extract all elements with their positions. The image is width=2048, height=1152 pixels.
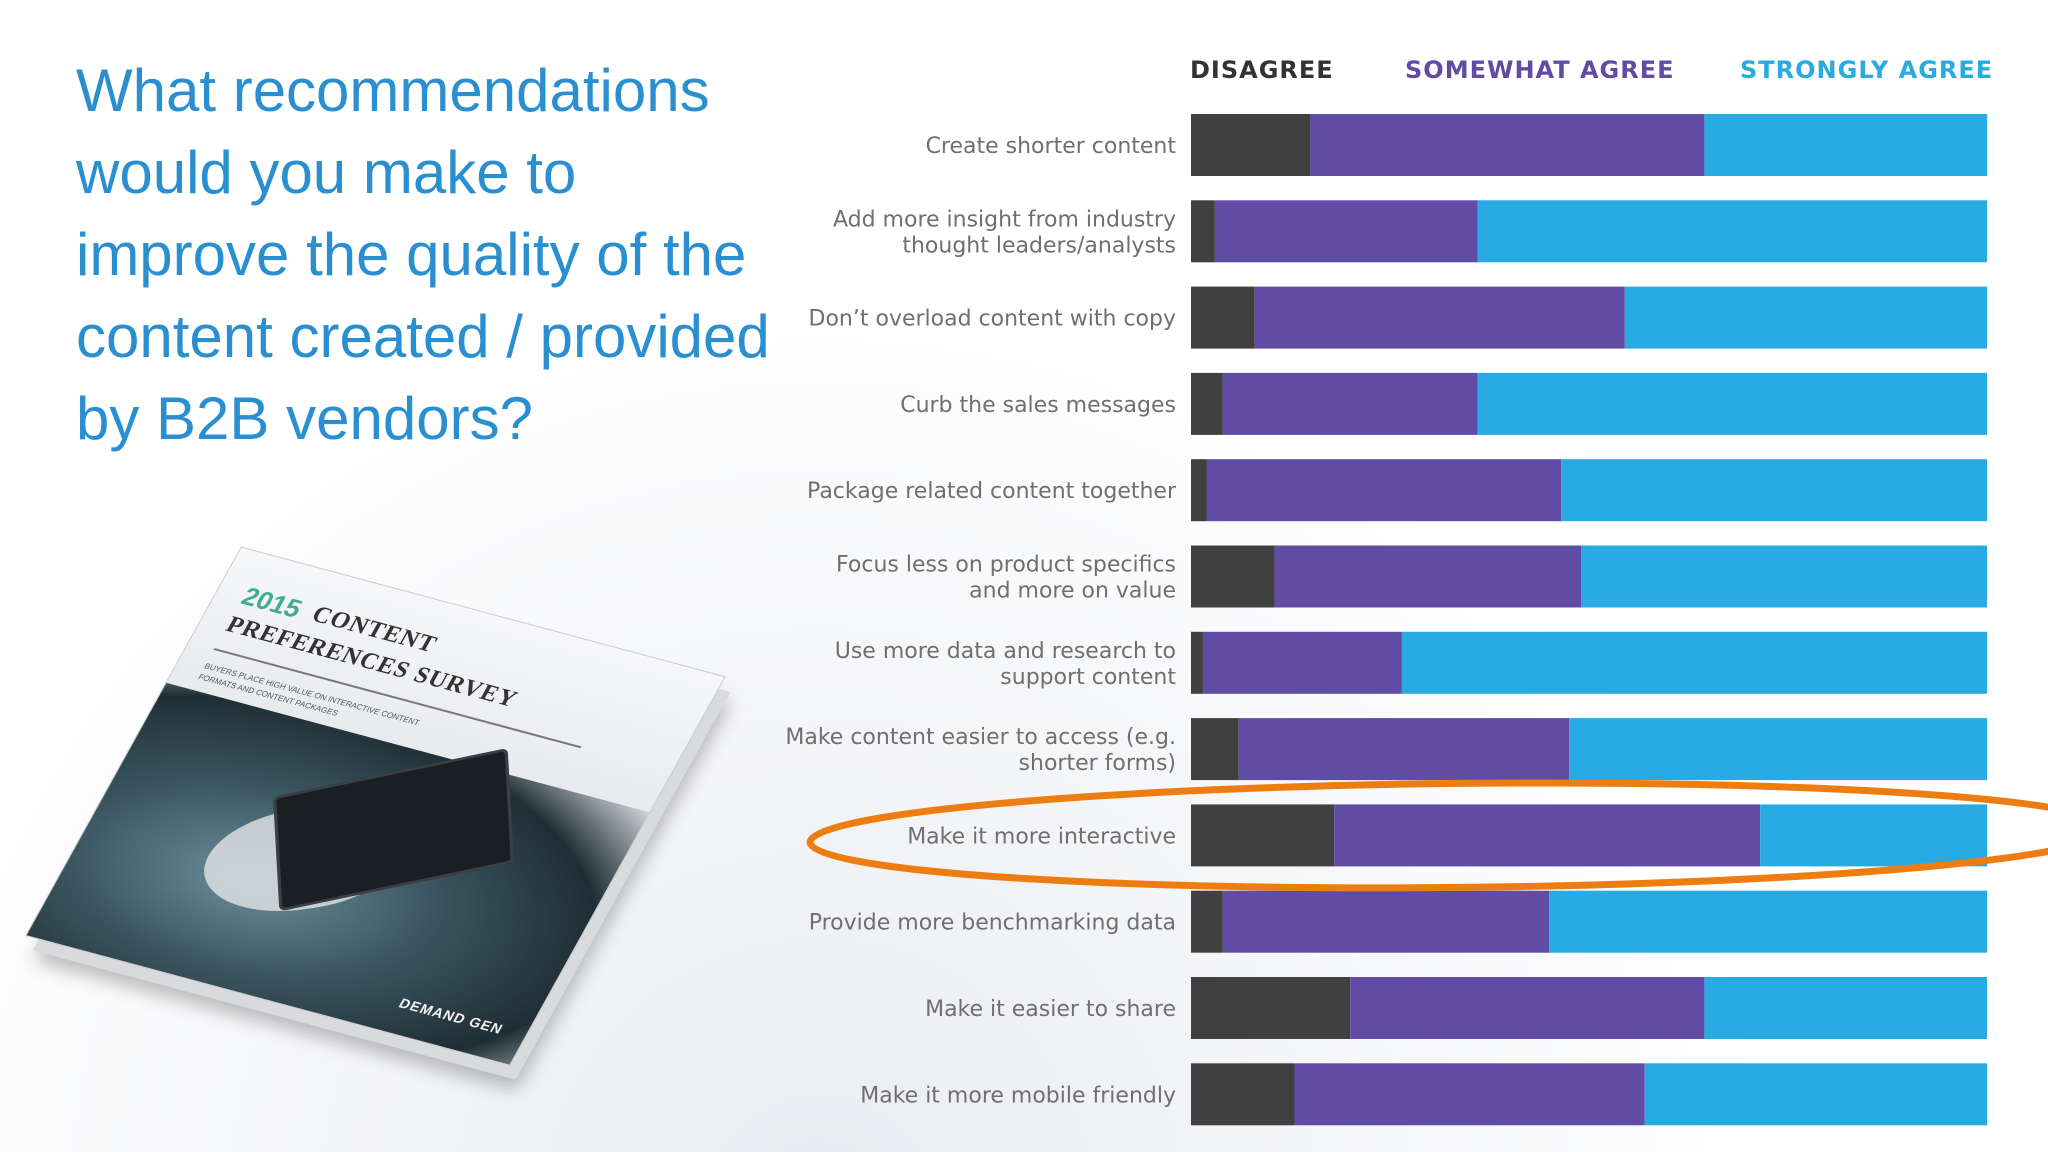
category-label: Curb the sales messages bbox=[900, 393, 1176, 418]
bar-segment bbox=[1191, 286, 1255, 349]
legend-entry: STRONGLY AGREE bbox=[1740, 56, 1993, 84]
highlight-ellipse bbox=[806, 779, 2048, 892]
bar-segment bbox=[1350, 977, 1705, 1039]
bar-segment bbox=[1191, 459, 1207, 522]
bar-segment bbox=[1624, 286, 1987, 349]
bar-segment bbox=[1191, 1063, 1295, 1126]
bar-segment bbox=[1477, 372, 1987, 435]
bar-segment bbox=[1191, 977, 1351, 1039]
category-label: Make it more mobile friendly bbox=[860, 1083, 1176, 1108]
bar-segment bbox=[1569, 718, 1987, 781]
bar-segment bbox=[1254, 286, 1625, 349]
bar-segment bbox=[1214, 200, 1478, 263]
bar-segment bbox=[1310, 114, 1705, 176]
bar-segment bbox=[1191, 631, 1203, 694]
bar-segment bbox=[1191, 545, 1275, 608]
bar-segment bbox=[1206, 459, 1562, 522]
bar-segment bbox=[1222, 890, 1550, 953]
bar-segment bbox=[1274, 545, 1582, 608]
bar-segment bbox=[1581, 545, 1987, 608]
bar-segment bbox=[1561, 459, 1987, 522]
page-title: What recommendations would you make to i… bbox=[76, 57, 770, 452]
legend-entry: DISAGREE bbox=[1190, 56, 1334, 84]
category-label: Make content easier to access (e.g. short… bbox=[785, 725, 1176, 776]
category-label: Use more data and research to support con… bbox=[835, 639, 1177, 690]
bar-segment bbox=[1294, 1063, 1645, 1126]
bar-segment bbox=[1202, 631, 1402, 694]
category-label: Create shorter content bbox=[926, 134, 1177, 159]
bar-segment bbox=[1704, 977, 1987, 1039]
category-label: Provide more benchmarking data bbox=[809, 911, 1176, 936]
bar-segment bbox=[1222, 372, 1478, 435]
bar-segment bbox=[1238, 718, 1570, 781]
category-label: Focus less on product specifics and more … bbox=[836, 553, 1176, 604]
bar-segment bbox=[1191, 890, 1223, 953]
bar-segment bbox=[1549, 890, 1987, 953]
bar-segment bbox=[1477, 200, 1987, 263]
bar-segment bbox=[1760, 804, 1987, 867]
bar-segment bbox=[1401, 631, 1987, 694]
category-label: Make it easier to share bbox=[925, 997, 1176, 1022]
bar-segment bbox=[1334, 804, 1761, 867]
bar-segment bbox=[1191, 804, 1335, 867]
bar-segment bbox=[1644, 1063, 1987, 1126]
category-label: Don’t overload content with copy bbox=[809, 307, 1176, 332]
legend-entry: SOMEWHAT AGREE bbox=[1405, 56, 1675, 84]
category-label: Add more insight from industry thought le… bbox=[833, 207, 1176, 258]
bar-segment bbox=[1704, 114, 1987, 176]
bar-segment bbox=[1191, 372, 1223, 435]
bar-segment bbox=[1191, 718, 1239, 781]
category-label: Make it more interactive bbox=[907, 824, 1176, 849]
bar-segment bbox=[1191, 200, 1215, 263]
category-label: Package related content together bbox=[807, 479, 1177, 504]
bar-segment bbox=[1191, 114, 1311, 176]
